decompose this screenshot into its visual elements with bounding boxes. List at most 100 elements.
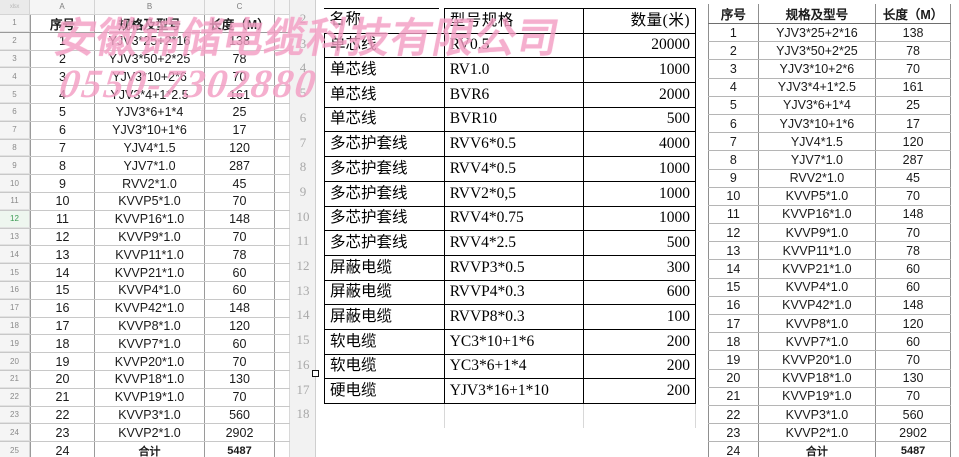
cell-no[interactable]: 9	[708, 169, 759, 188]
cell-qty[interactable]: 200	[583, 378, 696, 404]
cell-no[interactable]: 6	[708, 114, 759, 134]
table-row[interactable]: 12 KVVP9*1.0 70	[708, 223, 951, 243]
cell-len[interactable]: 70	[875, 187, 951, 206]
cell-model[interactable]: RVV2*0,5	[443, 180, 585, 207]
cell-length[interactable]: 287	[205, 157, 275, 175]
cell-model[interactable]: RVV6*0.5	[443, 131, 585, 158]
cell-qty[interactable]: 1000	[583, 57, 696, 84]
cell-length[interactable]: 2902	[205, 424, 275, 442]
cell-no[interactable]: 1	[708, 23, 759, 43]
cell-serial[interactable]: 3	[30, 68, 95, 86]
cell-empty[interactable]	[275, 370, 290, 388]
spreadsheet-row[interactable]: 24 23 KVVP2*1.0 2902	[0, 424, 290, 443]
table-row[interactable]: 15 KVVP4*1.0 60	[708, 278, 951, 297]
cell-len[interactable]: 130	[875, 369, 951, 388]
cell-empty[interactable]	[275, 317, 290, 335]
selection-handle-marker[interactable]	[312, 370, 319, 377]
table-row[interactable]: 18 KVVP7*1.0 60	[708, 332, 951, 352]
cell-model[interactable]: RVVP4*0.3	[443, 279, 585, 306]
cell-spec[interactable]: KVVP11*1.0	[758, 241, 877, 261]
cell-empty[interactable]	[275, 246, 290, 264]
cell-empty[interactable]	[275, 353, 290, 370]
cell-length[interactable]: 120	[205, 139, 275, 157]
cell-no[interactable]: 8	[708, 150, 759, 170]
cell-spec[interactable]: KVVP2*1.0	[758, 423, 877, 443]
cell-qty[interactable]: 300	[583, 254, 696, 281]
cell-spec[interactable]: YJV3*6+1*4	[95, 103, 205, 121]
table-row[interactable]: 8 YJV7*1.0 287	[708, 150, 951, 170]
cell-empty[interactable]	[583, 403, 696, 429]
cell-spec[interactable]: KVVP7*1.0	[95, 335, 205, 353]
cell-model[interactable]: BVR10	[443, 106, 585, 133]
cell-spec[interactable]: KVVP11*1.0	[95, 246, 205, 264]
cell-name[interactable]: 屏蔽电缆	[324, 279, 445, 306]
cell-spec[interactable]: KVVP21*1.0	[758, 259, 877, 279]
cell-model[interactable]: RVV4*0.5	[443, 156, 585, 182]
cell-length[interactable]: 70	[205, 228, 275, 246]
cell-name[interactable]: 屏蔽电缆	[324, 304, 445, 330]
cell-len[interactable]: 45	[875, 169, 951, 188]
cell-length[interactable]: 161	[205, 86, 275, 103]
cell-spec[interactable]: YJV3*6+1*4	[758, 96, 877, 115]
cell-spec[interactable]: YJV3*10+1*6	[758, 114, 877, 134]
cell-empty[interactable]	[275, 335, 290, 353]
row-header[interactable]: 24	[0, 424, 30, 442]
spreadsheet-row[interactable]: 22 21 KVVP19*1.0 70	[0, 388, 290, 407]
row-header[interactable]: 14	[0, 246, 30, 264]
table-row[interactable]: 1 YJV3*25+2*16 138	[708, 23, 951, 43]
row-header[interactable]: 7	[0, 121, 30, 139]
spreadsheet-row[interactable]: 1 序号 规格及型号 长度（M）	[0, 15, 290, 33]
cell-len[interactable]: 70	[875, 59, 951, 79]
cell-len[interactable]: 148	[875, 296, 951, 316]
cell-spec[interactable]: 规格及型号	[95, 15, 205, 32]
table-row[interactable]: 2 YJV3*50+2*25 78	[708, 41, 951, 61]
cell-name[interactable]: 单芯线	[324, 106, 445, 133]
row-header[interactable]: 16	[0, 281, 30, 299]
cell-name[interactable]: 单芯线	[324, 32, 445, 59]
cell-serial[interactable]: 17	[30, 317, 95, 335]
cell-length[interactable]: 78	[205, 246, 275, 264]
cell-spec[interactable]: KVVP2*1.0	[95, 424, 205, 442]
table-row[interactable]: 硬电缆 YJV3*16+1*10 200	[324, 378, 696, 404]
table-row[interactable]: 多芯护套线 RVV4*2.5 500	[324, 230, 696, 256]
cell-no[interactable]: 18	[708, 332, 759, 352]
cell-length[interactable]: 60	[205, 281, 275, 299]
table-row[interactable]: 软电缆 YC3*10+1*6 200	[324, 328, 696, 355]
cell-serial[interactable]: 2	[30, 50, 95, 68]
cell-len[interactable]: 560	[875, 405, 951, 425]
cell-len[interactable]: 138	[875, 23, 951, 43]
row-header[interactable]: 1	[0, 15, 30, 32]
table-row[interactable]: 16 KVVP42*1.0 148	[708, 296, 951, 316]
cell-model[interactable]: YC3*10+1*6	[443, 328, 585, 355]
cell-serial[interactable]: 10	[30, 192, 95, 210]
spreadsheet-row[interactable]: 7 6 YJV3*10+1*6 17	[0, 121, 290, 140]
spreadsheet-row[interactable]: 8 7 YJV4*1.5 120	[0, 139, 290, 158]
cell-empty[interactable]	[275, 388, 290, 406]
spreadsheet-row[interactable]: 2 1 YJV3*25+2*16 138	[0, 32, 290, 51]
cell-serial[interactable]: 16	[30, 299, 95, 317]
row-header[interactable]: 6	[0, 103, 30, 121]
cell-serial[interactable]: 20	[30, 370, 95, 388]
row-header[interactable]: 5	[0, 86, 30, 103]
cell-len[interactable]: 70	[875, 223, 951, 243]
middle-document-pane[interactable]: 2 3 4 5 6 7 8 9 10 11 12 13 14 15 16 17 18 名称 型号规格 数量(米) 单芯…	[290, 0, 705, 457]
cell-no[interactable]: 22	[708, 405, 759, 425]
table-row[interactable]: 7 YJV4*1.5 120	[708, 132, 951, 152]
cell-len[interactable]: 70	[875, 387, 951, 406]
cell-spec[interactable]: KVVP8*1.0	[95, 317, 205, 335]
row-header[interactable]: 17	[0, 299, 30, 317]
row-header[interactable]: 10	[0, 175, 30, 192]
cell-spec[interactable]: 合计	[95, 442, 205, 457]
cell-serial[interactable]: 19	[30, 353, 95, 370]
spreadsheet-row[interactable]: 4 3 YJV3*10+2*6 70	[0, 68, 290, 87]
cell-spec[interactable]: YJV3*10+2*6	[758, 59, 877, 79]
cell-length[interactable]: 70	[205, 192, 275, 210]
cell-serial[interactable]: 4	[30, 86, 95, 103]
cell-spec[interactable]: YJV3*50+2*25	[758, 41, 877, 61]
cell-name[interactable]: 多芯护套线	[324, 230, 445, 256]
cell-model[interactable]: RVVP3*0.5	[443, 254, 585, 281]
table-row[interactable]: 21 KVVP19*1.0 70	[708, 387, 951, 406]
cell-length[interactable]: 5487	[205, 442, 275, 457]
spreadsheet-row[interactable]: 12 11 KVVP16*1.0 148	[0, 210, 290, 229]
cell-len[interactable]: 60	[875, 259, 951, 279]
